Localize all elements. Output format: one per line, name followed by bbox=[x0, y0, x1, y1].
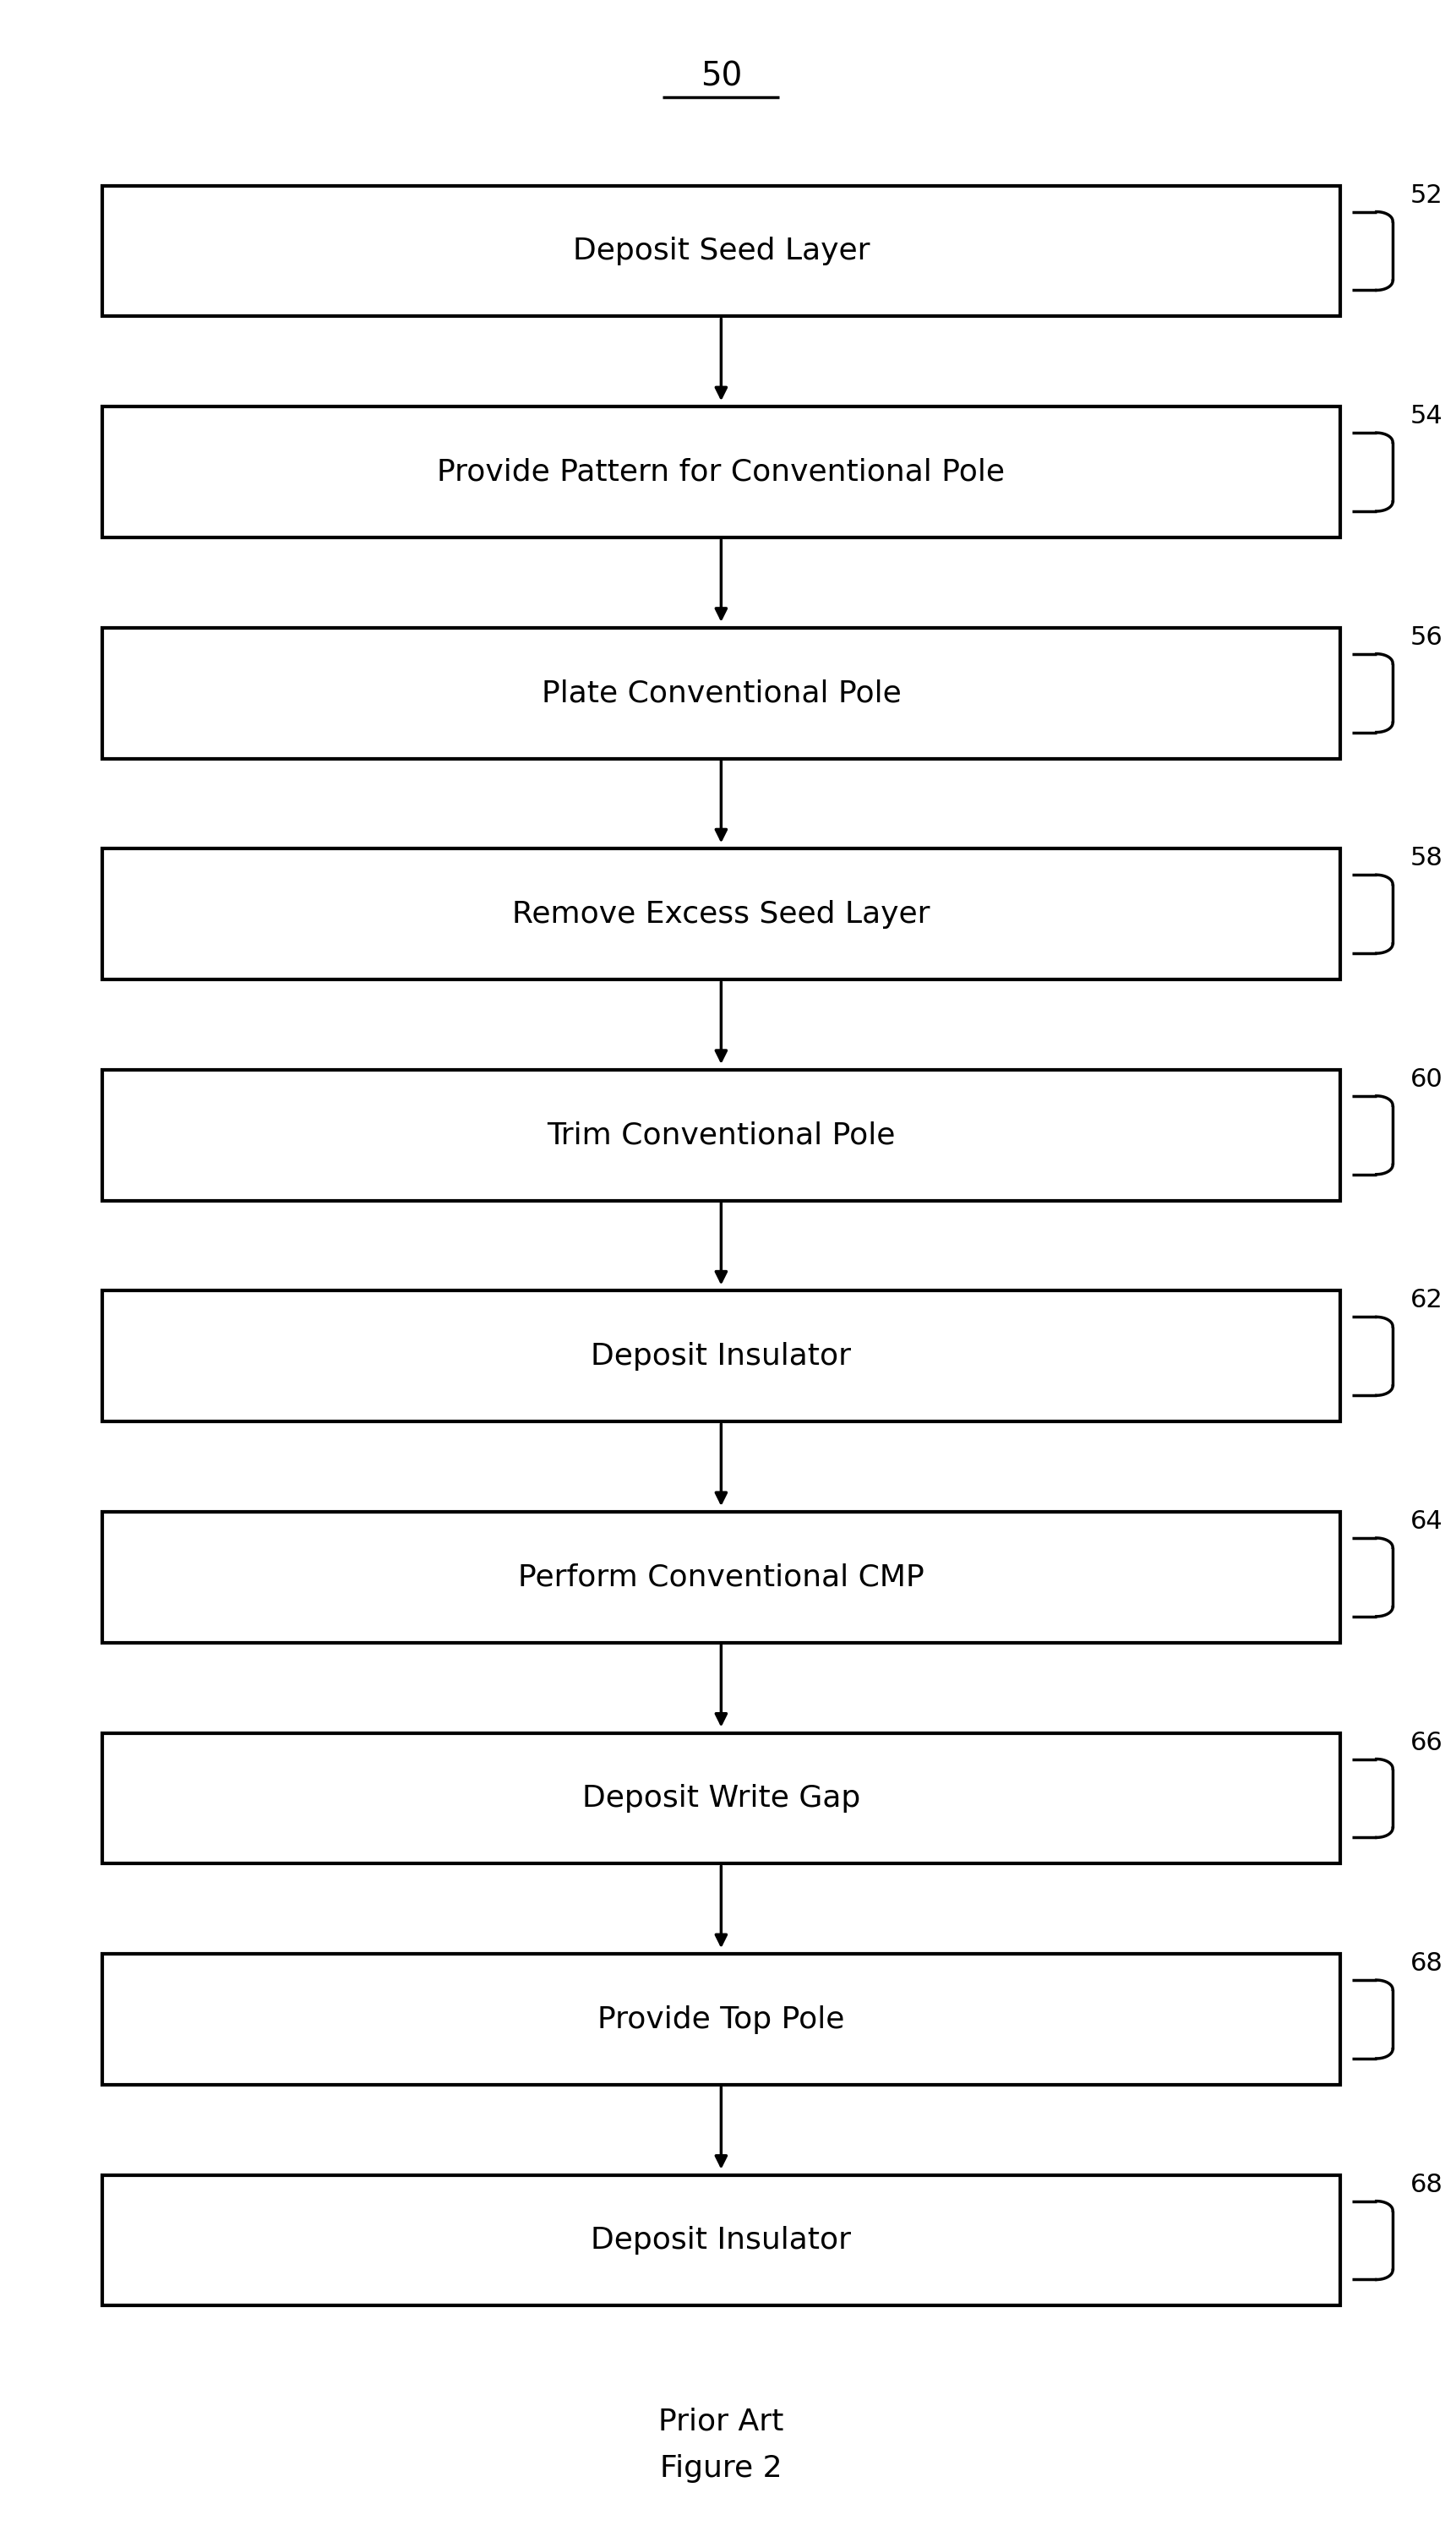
Text: Deposit Write Gap: Deposit Write Gap bbox=[582, 1784, 859, 1812]
Text: Deposit Insulator: Deposit Insulator bbox=[591, 1341, 850, 1372]
Text: 66: 66 bbox=[1409, 1731, 1441, 1754]
Text: 60: 60 bbox=[1409, 1068, 1441, 1091]
Bar bbox=[102, 2174, 1340, 2306]
Bar bbox=[102, 407, 1340, 537]
Text: Deposit Seed Layer: Deposit Seed Layer bbox=[572, 235, 869, 266]
Text: 58: 58 bbox=[1409, 845, 1443, 871]
Text: 64: 64 bbox=[1409, 1508, 1441, 1534]
Bar bbox=[102, 1291, 1340, 1422]
Text: Prior Art
Figure 2: Prior Art Figure 2 bbox=[658, 2407, 783, 2483]
Text: 54: 54 bbox=[1409, 405, 1441, 428]
Text: Provide Pattern for Conventional Pole: Provide Pattern for Conventional Pole bbox=[437, 458, 1005, 486]
Text: Trim Conventional Pole: Trim Conventional Pole bbox=[546, 1121, 895, 1149]
Text: 50: 50 bbox=[700, 61, 741, 94]
Text: Plate Conventional Pole: Plate Conventional Pole bbox=[542, 678, 900, 709]
Bar bbox=[102, 1954, 1340, 2086]
Text: Deposit Insulator: Deposit Insulator bbox=[591, 2225, 850, 2255]
Text: 68: 68 bbox=[1409, 2172, 1443, 2197]
Text: 62: 62 bbox=[1409, 1288, 1441, 1314]
Bar bbox=[102, 628, 1340, 759]
Bar bbox=[102, 848, 1340, 979]
Text: Provide Top Pole: Provide Top Pole bbox=[597, 2005, 844, 2035]
Bar bbox=[102, 1511, 1340, 1643]
Bar bbox=[102, 185, 1340, 316]
Bar bbox=[102, 1071, 1340, 1200]
Text: Perform Conventional CMP: Perform Conventional CMP bbox=[518, 1562, 923, 1592]
Text: 56: 56 bbox=[1409, 625, 1441, 650]
Text: Remove Excess Seed Layer: Remove Excess Seed Layer bbox=[513, 899, 929, 929]
Text: 68: 68 bbox=[1409, 1951, 1443, 1977]
Text: 52: 52 bbox=[1409, 182, 1441, 208]
Bar bbox=[102, 1734, 1340, 1863]
